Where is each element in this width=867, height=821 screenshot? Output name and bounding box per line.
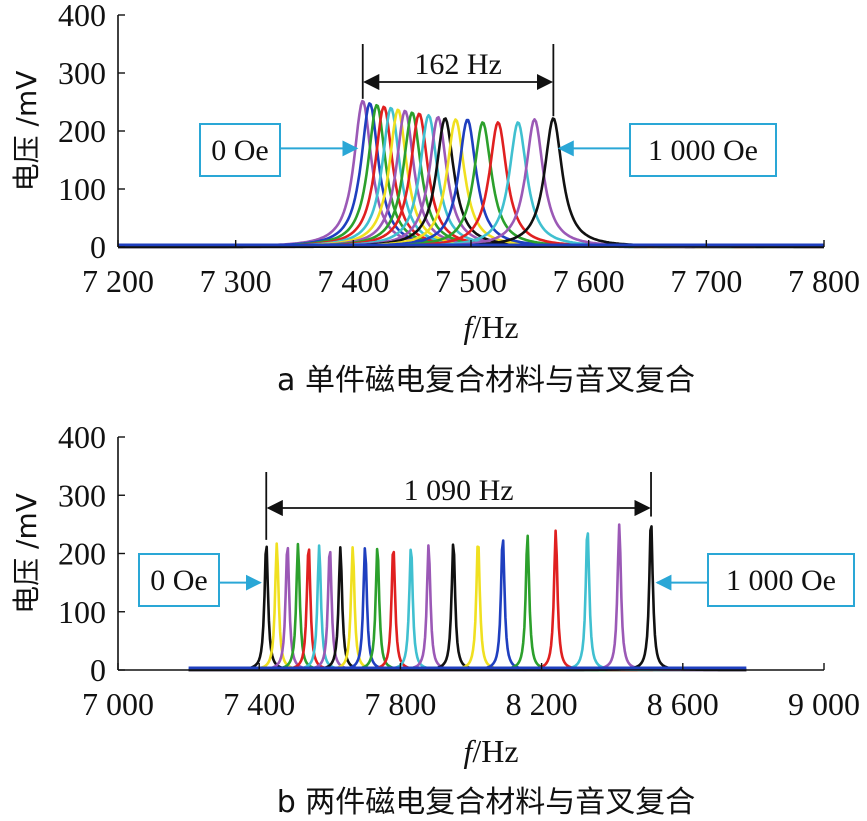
label-1000-oe-a: 1 000 Oe: [648, 134, 758, 167]
span-label-b: 1 090 Hz: [404, 474, 514, 507]
y-tick-label: 200: [58, 113, 106, 149]
axes-b: 7 000 7 400 7 800 8 200 8 600 9 000 0 100 200 300…: [58, 419, 860, 722]
y-tick-label: 0: [90, 652, 106, 688]
annotation-box: [707, 553, 855, 607]
y-tick-label: 300: [58, 55, 106, 91]
annotations-a: 0 Oe 1 000 Oe: [199, 123, 777, 177]
x-tick-label: 7 700: [670, 263, 742, 299]
y-axis-label-a: 电压 /mV: [10, 71, 43, 192]
caption-a: a 单件磁电复合材料与音叉复合: [277, 363, 695, 398]
x-tick-label: 7 400: [317, 263, 389, 299]
x-tick-label: 9 000: [788, 686, 860, 722]
x-tick-label: 7 400: [223, 686, 295, 722]
y-tick-label: 200: [58, 536, 106, 572]
x-axis-unit-a: /Hz: [472, 309, 518, 345]
y-axis-label-b: 电压 /mV: [10, 493, 43, 614]
x-axis-unit-b: /Hz: [472, 733, 518, 769]
x-tick-label: 7 800: [788, 263, 860, 299]
caption-b: b 两件磁电复合材料与音叉复合: [277, 785, 696, 820]
x-tick-label: 8 200: [506, 686, 578, 722]
axes-a: 7 200 7 300 7 400 7 500 7 600 7 700 7 800 0 100 2…: [58, 0, 860, 299]
y-tick-label: 400: [58, 0, 106, 33]
frequency-span-b: 1 090 Hz: [265, 472, 652, 540]
x-tick-label: 7 000: [82, 686, 154, 722]
frequency-span-a: 162 Hz: [361, 44, 555, 117]
resonance-curves-b: [188, 523, 747, 672]
annotation-box: [138, 553, 220, 607]
y-tick-label: 400: [58, 419, 106, 455]
y-tick-label: 0: [90, 229, 106, 265]
x-tick-label: 7 600: [553, 263, 625, 299]
x-axis-label-a: f/Hz: [463, 309, 518, 345]
label-1000-oe-b: 1 000 Oe: [726, 564, 836, 597]
y-tick-label: 100: [58, 594, 106, 630]
x-tick-label: 8 600: [647, 686, 719, 722]
x-tick-label: 7 200: [82, 263, 154, 299]
label-0-oe-b: 0 Oe: [150, 564, 207, 597]
annotations-b: 0 Oe 1 000 Oe: [138, 553, 855, 607]
x-axis-label-b: f/Hz: [463, 733, 518, 769]
chart-panel-a: 7 200 7 300 7 400 7 500 7 600 7 700 7 800 0 100 2…: [10, 0, 860, 398]
curve-1: [188, 542, 747, 672]
y-tick-label: 300: [58, 477, 106, 513]
chart-panel-b: 7 000 7 400 7 800 8 200 8 600 9 000 0 100 200 300…: [10, 419, 860, 820]
label-0-oe-a: 0 Oe: [211, 134, 268, 167]
y-tick-label: 100: [58, 171, 106, 207]
annotation-box: [629, 123, 777, 177]
annotation-box: [199, 123, 281, 177]
x-tick-label: 7 500: [435, 263, 507, 299]
x-tick-label: 7 800: [364, 686, 436, 722]
span-label-a: 162 Hz: [414, 48, 501, 81]
x-tick-label: 7 300: [200, 263, 272, 299]
